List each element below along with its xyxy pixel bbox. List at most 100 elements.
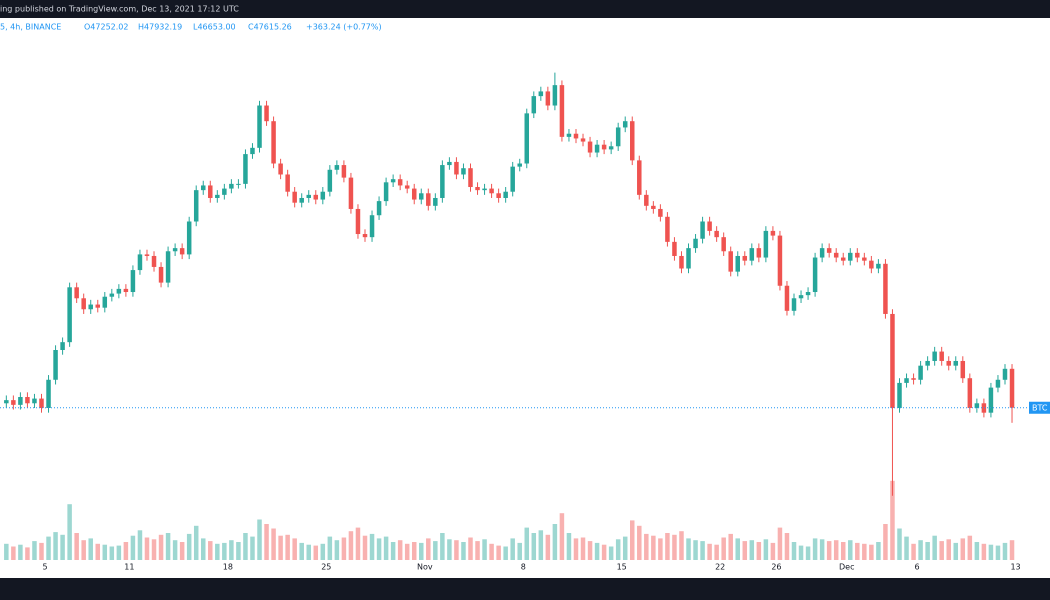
candle-body [953, 360, 959, 366]
volume-bar [4, 543, 9, 560]
volume-bar [341, 537, 347, 560]
candle-body [869, 260, 874, 269]
volume-bar [433, 541, 438, 560]
x-tick-label: 13 [1010, 563, 1020, 572]
candle-body [552, 85, 558, 106]
candle-body [981, 403, 987, 413]
volume-bar [489, 543, 494, 560]
candle-body [193, 190, 199, 222]
candle-body [74, 287, 79, 299]
candle-body [967, 378, 973, 408]
volume-bar [735, 538, 740, 560]
volume-bar [953, 542, 959, 560]
candle-body [426, 193, 431, 206]
candle-body [53, 350, 58, 380]
volume-bar [658, 538, 663, 560]
volume-bar [566, 533, 572, 560]
candle-body [348, 177, 354, 209]
candle-body [777, 235, 783, 286]
candle-body [299, 197, 304, 203]
candle-body [165, 251, 171, 283]
candle-body [130, 270, 136, 293]
price-label-box [1029, 401, 1050, 414]
candle-body [39, 398, 44, 408]
volume-bar [334, 540, 340, 560]
candle-body [644, 194, 649, 206]
volume-bar [271, 528, 276, 560]
plot: 5 11 18 25 Nov 8 15 22 26 Dec 6 13 BTC [0, 72, 1050, 572]
volume-bar [883, 524, 888, 560]
volume-bar [988, 544, 994, 560]
volume-bar [383, 536, 389, 560]
x-tick-label: 6 [915, 563, 920, 572]
candle-body [264, 105, 269, 122]
volume-bar [559, 513, 565, 560]
price-label: BTC [1032, 403, 1048, 412]
volume-bar [186, 533, 192, 560]
candle-body [313, 194, 319, 200]
volume-bar [925, 542, 930, 560]
x-tick-label: 5 [42, 563, 47, 572]
candle-body [1009, 368, 1015, 408]
x-tick-label: 18 [223, 563, 233, 572]
candle-body [327, 169, 333, 192]
volume-bar [749, 540, 755, 560]
volume-bar [447, 539, 452, 560]
volume-bar [306, 544, 311, 560]
candle-body [208, 185, 213, 198]
volume-bar [911, 543, 916, 560]
volume-bar [791, 542, 797, 560]
candle-body [102, 296, 108, 308]
candle-body [651, 205, 656, 209]
volume-bar [897, 528, 902, 560]
candle-body [25, 397, 30, 404]
candle-body [419, 193, 424, 200]
volume-bar [763, 539, 769, 560]
candle-body [355, 208, 361, 235]
candle-body [468, 168, 473, 188]
candle-body [721, 237, 726, 252]
volume-bar [264, 524, 269, 560]
volume-bar [320, 543, 326, 560]
volume-bar [904, 536, 909, 560]
volume-bar [798, 545, 804, 560]
volume-bar [327, 536, 333, 560]
candle-body [285, 174, 290, 192]
candle-body [334, 165, 340, 170]
volume-bar [728, 533, 733, 560]
bottom-bar [0, 578, 1050, 600]
volume-bar [756, 542, 762, 560]
candle-body [791, 298, 797, 311]
volume-bar [538, 530, 544, 560]
volume-bar [524, 527, 530, 560]
volume-bar [960, 538, 966, 560]
volume-bar [981, 543, 987, 560]
volume-bar [461, 542, 466, 560]
volume-bar [826, 541, 832, 560]
candle-body [594, 144, 600, 153]
volume-bar [236, 542, 241, 560]
candle-body [243, 154, 248, 184]
volume-bar [18, 544, 23, 560]
volume-bar [475, 541, 480, 560]
candle-body [215, 194, 220, 198]
volume-bar [299, 542, 304, 560]
candle-body [461, 168, 466, 175]
volume-bar [890, 480, 895, 560]
volume-bar [67, 504, 72, 560]
volume-bar [784, 533, 790, 560]
volume-bar [222, 542, 227, 560]
candle-body [116, 288, 122, 294]
volume-bar [172, 540, 178, 560]
volume-bar [707, 543, 712, 560]
candle-body [805, 292, 811, 296]
candle-body [672, 241, 677, 256]
candle-body [925, 360, 930, 366]
x-tick-label: Dec [839, 563, 854, 572]
volume-bar [426, 538, 431, 560]
volume-bar [74, 533, 79, 560]
candle-body [700, 221, 705, 239]
volume-bar [95, 543, 101, 560]
candle-body [665, 216, 670, 242]
